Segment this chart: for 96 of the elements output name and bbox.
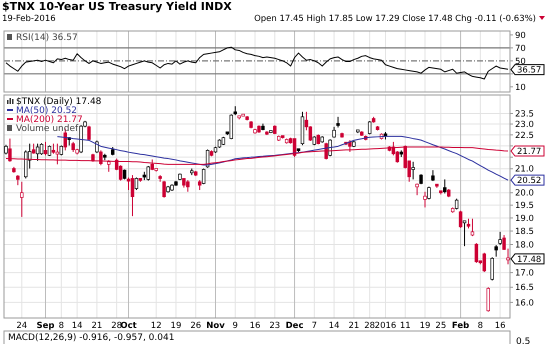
x-tick-label: 24 [16,321,28,331]
x-tick-label: 2016 [374,321,396,331]
x-tick-label: 11 [400,321,411,331]
x-tick-label: Dec [286,321,304,331]
legend-title: $TNX (Daily) 17.48 [16,97,102,107]
x-tick-label: 19 [420,321,430,331]
candlestick [415,182,419,196]
x-tick-label: 14 [328,321,340,331]
candlestick [230,114,234,140]
candlestick [146,165,150,182]
candlestick [316,134,320,145]
candlestick [458,210,462,228]
x-tick-label: 26 [190,321,202,331]
x-tick-label: 16 [250,321,260,331]
legend-label: MA(50) 20.52 [16,106,78,116]
candlestick [134,176,138,191]
x-tick-label: 8 [478,321,484,331]
y-tick-label: 90 [515,30,526,41]
label-tag: 21.77 [510,146,544,158]
x-tick-label: 9 [232,321,238,331]
y-tick-label: 19.5 [515,201,534,212]
candlestick [32,143,36,154]
label-tag: 20.52 [510,174,544,186]
candlestick [182,178,186,188]
candlestick [60,144,64,156]
candlestick [454,198,458,210]
line-series [5,46,509,80]
x-tick-label: 28 [364,321,376,331]
y-tick-label: 70 [515,44,526,54]
x-tick-label: 8 [58,321,64,331]
x-tick-label: 21 [348,321,360,331]
candlestick [186,180,190,192]
candlestick [462,220,466,247]
y-tick-label: 23.0 [515,120,534,130]
candlestick [40,142,44,156]
candlestick [411,161,415,180]
candlestick [52,143,56,154]
annotation: RSI(14) 36.57 [16,33,78,43]
y-tick-label: 19.0 [515,214,534,224]
text: 0.5 [516,337,530,344]
label-tag: 17.48 [510,253,544,265]
candlestick [368,120,372,135]
y-tick-label: 23.5 [515,109,534,120]
candlestick [431,170,435,182]
x-tick-label: 23 [269,321,280,331]
x-tick-label: 19 [170,321,182,331]
x-tick-label: 7 [312,321,318,331]
candlestick [162,180,166,198]
text: MACD(12,26,9) -0.916, -0.957, 0.041 [8,333,174,343]
chart-title: $TNX 10-Year US Treasury Yield INDX [2,0,232,13]
x-tick-label: 12 [150,321,162,331]
x-tick-label: Sep [36,321,54,331]
x-tick-label: 21 [91,321,102,331]
candlestick [202,168,206,185]
candlestick [20,181,24,218]
y-tick-label: 20.0 [515,188,534,199]
candlestick [198,180,202,191]
candlestick [4,144,8,155]
y-tick-label: 10 [515,82,526,93]
candlestick [336,116,340,128]
candlestick [16,174,20,186]
candlestick [36,143,40,162]
candlestick [443,178,447,194]
x-tick-label: 25 [435,321,446,331]
x-tick-label: 28 [111,321,122,331]
legend-label: MA(200) 21.77 [16,115,83,125]
candlestick [474,242,478,264]
y-tick-label: 16.5 [515,283,534,294]
label-tag: 36.57 [510,64,544,76]
candlestick [48,144,52,157]
y-tick-label: 16.0 [515,298,534,308]
candlestick [490,256,494,281]
y-tick-label: 22.5 [515,130,534,141]
candlestick [122,168,126,180]
y-tick-label: 17.0 [515,268,534,279]
candlestick [427,186,431,200]
candlestick [423,191,427,208]
text: Open 17.45 High 17.85 Low 17.29 Close 17.48 Chg -0.11 (-0.63%) [254,14,536,24]
candlestick [470,218,474,237]
x-tick-label: Feb [452,321,470,331]
x-tick-label: 14 [72,321,83,331]
annotation: Volume undef [16,124,79,134]
x-tick-label: Nov [206,321,226,331]
candlestick [312,136,316,146]
candlestick [482,252,486,273]
candlestick [486,286,490,312]
chart-subtitle: 19-Feb-2016 [2,14,56,24]
candlestick [130,174,134,217]
x-tick-label: 16 [494,321,506,331]
candlestick [494,244,498,258]
candlestick [71,141,75,152]
y-tick-label: 21.0 [515,164,534,175]
candlestick [498,231,502,246]
y-tick-label: 18.0 [515,240,534,250]
x-tick-label: Oct [120,321,137,331]
y-tick-label: 18.5 [515,227,534,238]
